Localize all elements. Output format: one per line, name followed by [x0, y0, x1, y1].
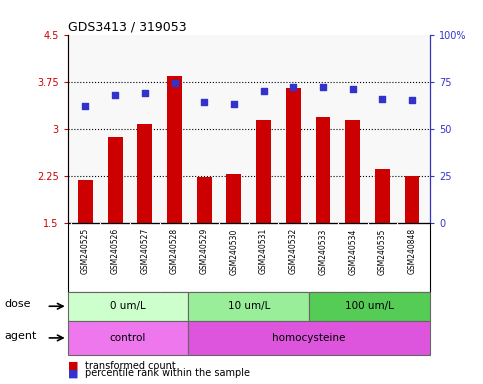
Text: GSM240533: GSM240533 — [318, 228, 327, 275]
Point — [319, 84, 327, 90]
Text: GSM240848: GSM240848 — [408, 228, 416, 275]
Text: control: control — [110, 333, 146, 343]
Text: GSM240532: GSM240532 — [289, 228, 298, 275]
Text: transformed count: transformed count — [85, 361, 175, 371]
Bar — [286, 88, 301, 223]
Text: GSM240526: GSM240526 — [111, 228, 120, 275]
Text: GSM240525: GSM240525 — [81, 228, 90, 275]
Bar — [256, 121, 271, 223]
Point — [200, 99, 208, 105]
Point — [289, 84, 297, 90]
Text: GSM240527: GSM240527 — [141, 228, 149, 275]
Text: 10 um/L: 10 um/L — [227, 301, 270, 311]
Point — [141, 90, 149, 96]
Text: GSM240535: GSM240535 — [378, 228, 387, 275]
Point — [379, 96, 386, 102]
Bar — [108, 137, 123, 223]
Bar — [315, 118, 330, 223]
Text: dose: dose — [5, 299, 31, 310]
Bar — [188, 292, 309, 321]
Bar — [309, 292, 430, 321]
Text: GSM240534: GSM240534 — [348, 228, 357, 275]
Bar — [375, 169, 390, 223]
Point — [408, 98, 416, 104]
Bar — [137, 124, 152, 223]
Bar — [78, 180, 93, 223]
Text: GSM240530: GSM240530 — [229, 228, 239, 275]
Point — [170, 80, 178, 86]
Text: homocysteine: homocysteine — [272, 333, 346, 343]
Bar — [197, 177, 212, 223]
Point — [82, 103, 89, 109]
Point — [260, 88, 268, 94]
Point — [349, 86, 356, 92]
Text: GSM240529: GSM240529 — [199, 228, 209, 275]
Text: GSM240528: GSM240528 — [170, 228, 179, 275]
Bar — [345, 121, 360, 223]
Text: GSM240531: GSM240531 — [259, 228, 268, 275]
Text: 0 um/L: 0 um/L — [110, 301, 146, 311]
Text: ■: ■ — [68, 361, 78, 371]
Text: agent: agent — [5, 331, 37, 341]
Point — [230, 101, 238, 107]
Bar — [167, 76, 182, 223]
Text: GDS3413 / 319053: GDS3413 / 319053 — [68, 20, 186, 33]
Bar — [405, 176, 419, 223]
Bar — [68, 223, 430, 292]
Text: ■: ■ — [68, 368, 78, 378]
Text: percentile rank within the sample: percentile rank within the sample — [85, 368, 250, 378]
Bar — [68, 292, 188, 321]
Bar — [227, 174, 242, 223]
Bar — [68, 321, 188, 355]
Bar — [188, 321, 430, 355]
Point — [111, 92, 119, 98]
Text: 100 um/L: 100 um/L — [345, 301, 394, 311]
